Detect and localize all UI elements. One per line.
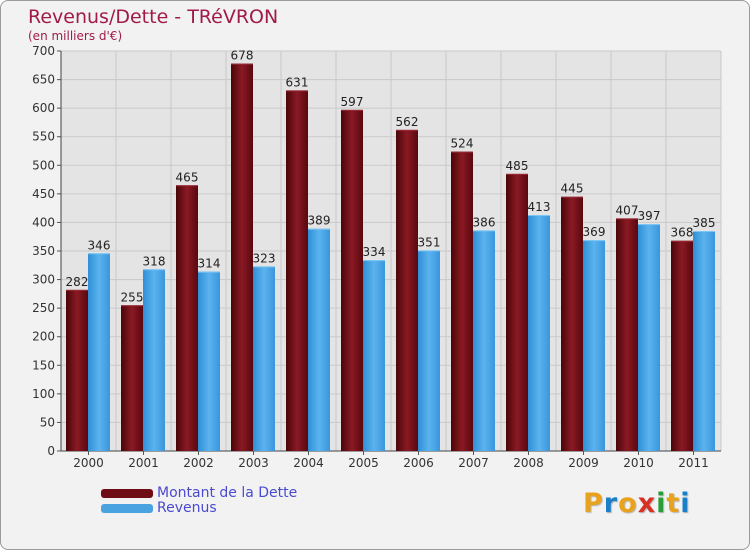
bar-revenus-2005 <box>363 260 385 451</box>
ytick-label-550: 550 <box>32 130 55 144</box>
ytick-label-600: 600 <box>32 101 55 115</box>
bar-debt-2004 <box>286 90 308 451</box>
bar-debt-2000 <box>66 289 88 451</box>
data-label-revenus-2003: 323 <box>253 251 276 265</box>
axes <box>57 50 721 455</box>
xtick-label-2008: 2008 <box>513 456 544 470</box>
bar-debt-2009 <box>561 196 583 451</box>
ytick-label-400: 400 <box>32 215 55 229</box>
ytick-label-450: 450 <box>32 187 55 201</box>
bar-debt-2008 <box>506 173 528 451</box>
bar-debt-2001 <box>121 305 143 451</box>
bar-revenus-2008 <box>528 215 550 451</box>
data-label-debt-2001: 255 <box>121 290 144 304</box>
legend-swatch-revenus <box>101 504 153 513</box>
ytick-label-50: 50 <box>40 415 55 429</box>
ytick-label-200: 200 <box>32 330 55 344</box>
data-label-revenus-2001: 318 <box>143 254 166 268</box>
bar-revenus-2007 <box>473 230 495 451</box>
bar-revenus-2010 <box>638 224 660 451</box>
data-label-revenus-2000: 346 <box>88 238 111 252</box>
data-label-debt-2003: 678 <box>231 49 254 63</box>
data-label-debt-2009: 445 <box>561 182 584 196</box>
xtick-label-2005: 2005 <box>348 456 379 470</box>
grid-lines <box>60 50 722 452</box>
ytick-label-250: 250 <box>32 301 55 315</box>
ytick-label-150: 150 <box>32 358 55 372</box>
chart-title: Revenus/Dette - TRéVRON <box>28 6 279 28</box>
chart-subtitle: (en milliers d'€) <box>28 29 123 43</box>
data-label-debt-2007: 524 <box>451 137 474 151</box>
bar-debt-2003 <box>231 63 253 451</box>
data-label-debt-2008: 485 <box>506 159 529 173</box>
xtick-label-2011: 2011 <box>678 456 709 470</box>
data-label-revenus-2009: 369 <box>583 225 606 239</box>
proxiti-logo: Proxiti <box>583 488 691 519</box>
data-label-revenus-2005: 334 <box>363 245 386 259</box>
ytick-label-0: 0 <box>47 444 55 458</box>
bar-revenus-2001 <box>143 269 165 451</box>
bar-revenus-2011 <box>693 231 715 451</box>
ytick-label-650: 650 <box>32 73 55 87</box>
data-label-revenus-2007: 386 <box>473 215 496 229</box>
data-label-revenus-2011: 385 <box>693 216 716 230</box>
legend-label-revenus: Revenus <box>157 500 217 516</box>
bar-debt-2010 <box>616 218 638 451</box>
data-label-debt-2004: 631 <box>286 75 309 89</box>
bar-debt-2002 <box>176 185 198 452</box>
bar-revenus-2009 <box>583 240 605 451</box>
labels: 0 50 100 150 200 250 300 350 400 450 500 550 600 650 7… <box>32 44 715 470</box>
xtick-label-2010: 2010 <box>623 456 654 470</box>
logo-letter: x <box>637 488 657 519</box>
bar-debt-2005 <box>341 109 363 451</box>
data-label-revenus-2002: 314 <box>198 257 221 271</box>
data-label-revenus-2006: 351 <box>418 235 441 249</box>
data-label-debt-2002: 465 <box>176 170 199 184</box>
data-label-revenus-2008: 413 <box>528 200 551 214</box>
logo-letter: t <box>666 488 681 519</box>
data-label-debt-2000: 282 <box>66 275 89 289</box>
legend-swatch-debt <box>101 489 153 498</box>
data-label-debt-2006: 562 <box>396 115 419 129</box>
logo-letter: i <box>656 488 667 519</box>
logo-letter: o <box>618 488 638 519</box>
legend-label-debt: Montant de la Dette <box>157 485 298 501</box>
ytick-label-350: 350 <box>32 244 55 258</box>
bar-debt-2007 <box>451 151 473 452</box>
logo-letter: P <box>583 488 604 519</box>
data-label-revenus-2004: 389 <box>308 214 331 228</box>
xtick-label-2001: 2001 <box>128 456 159 470</box>
xtick-label-2004: 2004 <box>293 456 324 470</box>
xtick-label-2006: 2006 <box>403 456 434 470</box>
bar-revenus-2002 <box>198 271 220 451</box>
ytick-label-100: 100 <box>32 387 55 401</box>
bars <box>66 63 715 452</box>
xtick-label-2007: 2007 <box>458 456 489 470</box>
xtick-label-2009: 2009 <box>568 456 599 470</box>
bar-revenus-2003 <box>253 266 275 451</box>
bar-revenus-2004 <box>308 228 330 451</box>
bar-revenus-2000 <box>88 253 110 451</box>
xtick-label-2003: 2003 <box>238 456 269 470</box>
data-label-debt-2005: 597 <box>341 95 364 109</box>
bar-revenus-2006 <box>418 250 440 451</box>
data-label-debt-2011: 368 <box>671 226 694 240</box>
xtick-label-2000: 2000 <box>73 456 104 470</box>
bar-debt-2006 <box>396 129 418 451</box>
ytick-label-500: 500 <box>32 158 55 172</box>
data-label-revenus-2010: 397 <box>638 209 661 223</box>
ytick-label-700: 700 <box>32 44 55 58</box>
xtick-label-2002: 2002 <box>183 456 214 470</box>
bar-debt-2011 <box>671 240 693 451</box>
ytick-label-300: 300 <box>32 273 55 287</box>
data-label-debt-2010: 407 <box>616 203 639 217</box>
logo-letter: r <box>603 488 619 519</box>
logo-letter: i <box>680 488 691 519</box>
